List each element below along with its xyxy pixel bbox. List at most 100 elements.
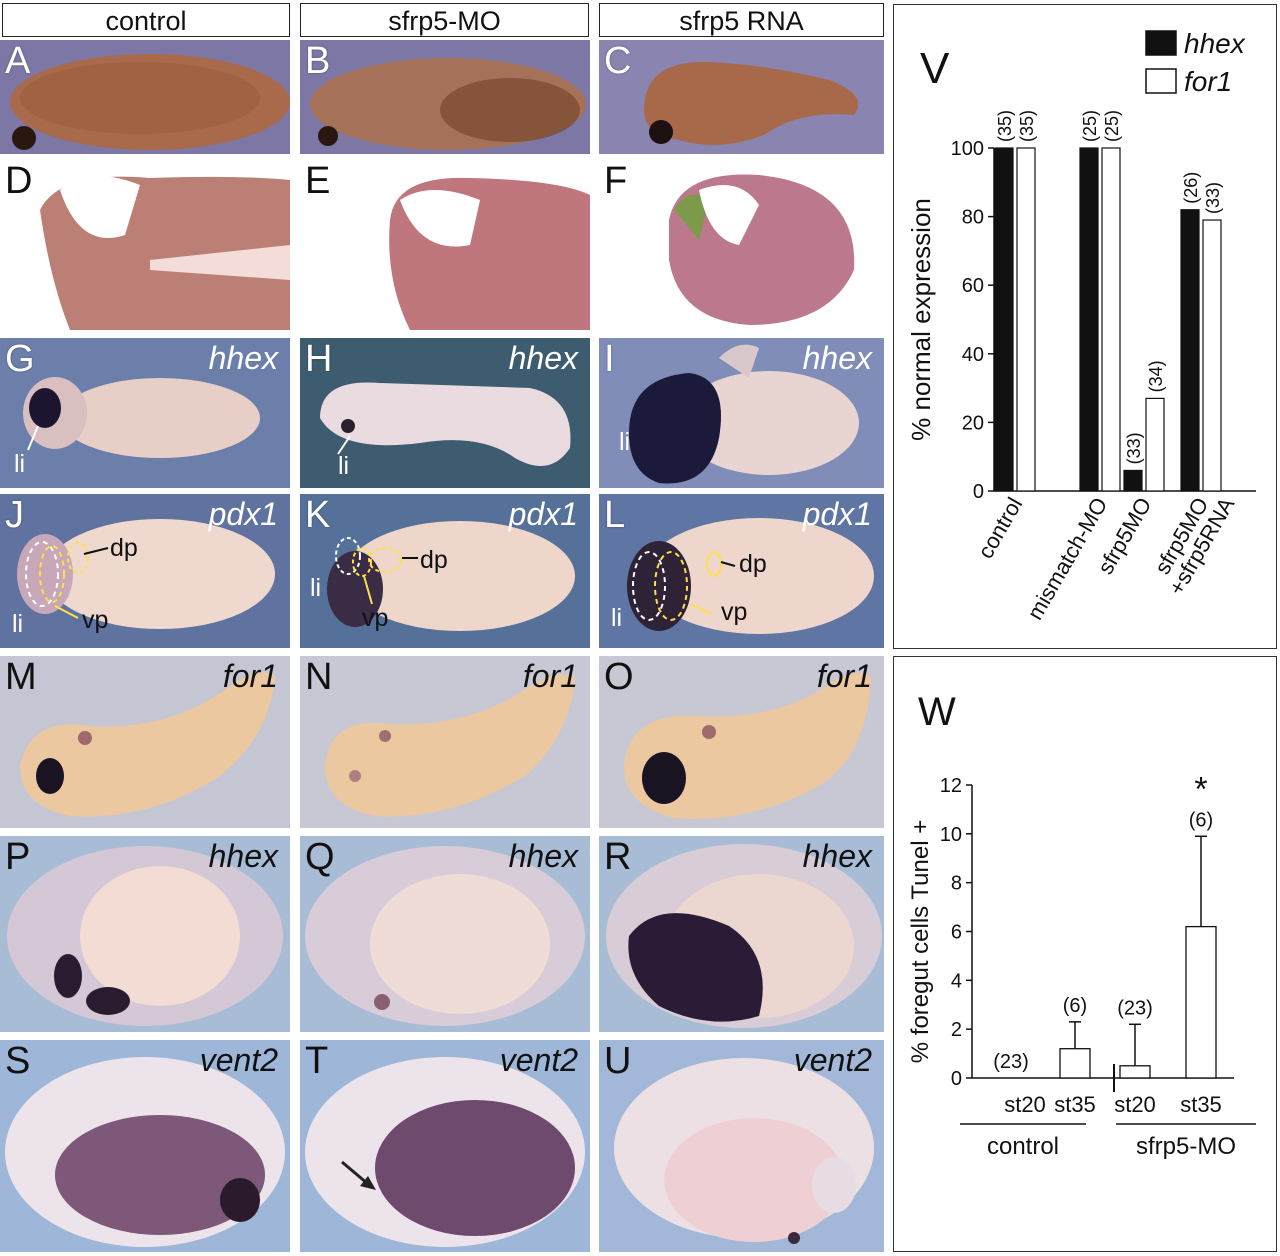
panel-q-image: Q hhex (300, 836, 590, 1032)
chart-w-category-label: st35 (1054, 1092, 1096, 1117)
chart-v-n-label: (33) (1203, 182, 1223, 214)
gene-label-pdx1: pdx1 (208, 496, 278, 532)
chart-v-n-label: (35) (1017, 110, 1037, 142)
legend-swatch-hhex (1145, 30, 1177, 56)
chart-w-box: W 0 2 4 6 8 10 12 % foregut cells Tunel + (23) st2… (893, 656, 1277, 1252)
panel-s-image: S vent2 (0, 1040, 290, 1252)
legend-label-hhex: hhex (1184, 28, 1246, 59)
panel-c-image: C (599, 40, 884, 154)
label-ventral-pancreas: vp (82, 606, 109, 634)
panel-r-image: R hhex (599, 836, 884, 1032)
chart-v-category-label: control (973, 493, 1028, 563)
label-liver: li (338, 452, 350, 480)
label-liver: li (310, 574, 322, 602)
panel-j-image: J pdx1 dp vp li (0, 494, 290, 648)
label-liver: li (12, 610, 24, 638)
panel-label-g: G (5, 338, 35, 380)
panel-label-p: P (5, 836, 31, 878)
chart-v-y-tick-label: 60 (962, 275, 984, 297)
panel-label-r: R (604, 836, 632, 878)
panel-label-u: U (604, 1040, 632, 1082)
chart-v-n-label: (34) (1146, 360, 1166, 392)
panel-h-image: H hhex li (300, 338, 590, 488)
chart-w-significance-marker: * (1194, 770, 1207, 808)
panel-f-image: F (599, 160, 884, 330)
panel-label-i: I (604, 338, 615, 380)
gene-label-hhex: hhex (802, 838, 872, 874)
panel-l-image: L pdx1 dp vp li (599, 494, 884, 648)
chart-w-category-label: st20 (1114, 1092, 1156, 1117)
label-dorsal-pancreas: dp (110, 534, 138, 562)
panel-a-image: A (0, 40, 290, 154)
chart-w: W 0 2 4 6 8 10 12 % foregut cells Tunel + (23) st2… (907, 690, 1256, 1160)
panel-label-d: D (5, 160, 33, 202)
panel-i-image: I hhex li (599, 338, 884, 488)
panel-g-image: G hhex li (0, 338, 290, 488)
panel-label-l: L (604, 494, 626, 536)
column-header-sfrp5-rna: sfrp5 RNA (599, 3, 884, 37)
panel-d-image: D (0, 160, 290, 330)
panel-label-h: H (305, 338, 333, 380)
panel-label-q: Q (305, 836, 335, 878)
panel-label-o: O (604, 656, 634, 698)
gene-label-pdx1: pdx1 (508, 496, 578, 532)
panel-label-s: S (5, 1040, 31, 1082)
panel-o-image: O for1 (599, 656, 884, 828)
chart-v-bar-hhex (1123, 469, 1143, 492)
column-header-control: control (2, 3, 290, 37)
gene-label-pdx1: pdx1 (802, 496, 872, 532)
panel-k-image: K pdx1 dp vp li (300, 494, 590, 648)
gene-label-hhex: hhex (508, 340, 578, 376)
panel-t-image: T vent2 (300, 1040, 590, 1252)
chart-v-bar-for1 (1016, 147, 1036, 492)
chart-v-y-tick-label: 0 (973, 481, 984, 503)
chart-v-n-label: (33) (1124, 432, 1144, 464)
label-liver: li (14, 450, 26, 478)
panel-e-image: E (300, 160, 590, 330)
panel-label-m: M (5, 656, 37, 698)
chart-v-n-label: (25) (1102, 110, 1122, 142)
label-ventral-pancreas: vp (362, 604, 389, 632)
label-dorsal-pancreas: dp (420, 546, 448, 574)
chart-w-y-tick-label: 0 (951, 1068, 962, 1090)
panel-b-image: B (300, 40, 590, 154)
chart-w-y-tick-label: 4 (951, 970, 962, 992)
gene-label-hhex: hhex (508, 838, 578, 874)
chart-v-panel-label: V (920, 44, 950, 93)
chart-w-n-label: (6) (1063, 995, 1087, 1017)
panel-label-n: N (305, 656, 333, 698)
gene-label-for1: for1 (222, 658, 278, 694)
chart-v-n-label: (25) (1080, 110, 1100, 142)
label-liver: li (619, 428, 631, 456)
label-dorsal-pancreas: dp (739, 550, 767, 578)
chart-w-group-label: control (987, 1133, 1059, 1160)
gene-label-for1: for1 (816, 658, 872, 694)
chart-v-y-tick-label: 20 (962, 412, 984, 434)
chart-w-bar (1185, 925, 1217, 1079)
panel-label-a: A (5, 40, 31, 82)
panel-label-c: C (604, 40, 632, 82)
label-ventral-pancreas: vp (721, 598, 748, 626)
chart-w-n-label: (23) (1117, 997, 1153, 1019)
chart-w-panel-label: W (918, 690, 956, 734)
chart-v-bar-hhex (1180, 209, 1200, 492)
gene-label-hhex: hhex (208, 838, 278, 874)
chart-v-bar-for1 (1101, 147, 1121, 492)
chart-w-bar (1059, 1048, 1091, 1079)
panel-label-k: K (305, 494, 331, 536)
panel-label-e: E (305, 160, 331, 202)
chart-w-n-label: (23) (993, 1051, 1029, 1073)
panel-u-image: U vent2 (599, 1040, 884, 1252)
chart-w-y-tick-label: 2 (951, 1019, 962, 1041)
panel-label-t: T (305, 1040, 329, 1082)
panel-m-image: M for1 (0, 656, 290, 828)
panel-label-j: J (5, 494, 24, 536)
panel-label-f: F (604, 160, 628, 202)
chart-v-y-label: % normal expression (906, 198, 936, 441)
chart-w-y-tick-label: 10 (940, 824, 962, 846)
label-liver: li (611, 604, 623, 632)
gene-label-vent2: vent2 (499, 1042, 578, 1078)
legend-label-for1: for1 (1184, 66, 1232, 97)
chart-w-y-tick-label: 12 (940, 775, 962, 797)
gene-label-for1: for1 (522, 658, 578, 694)
